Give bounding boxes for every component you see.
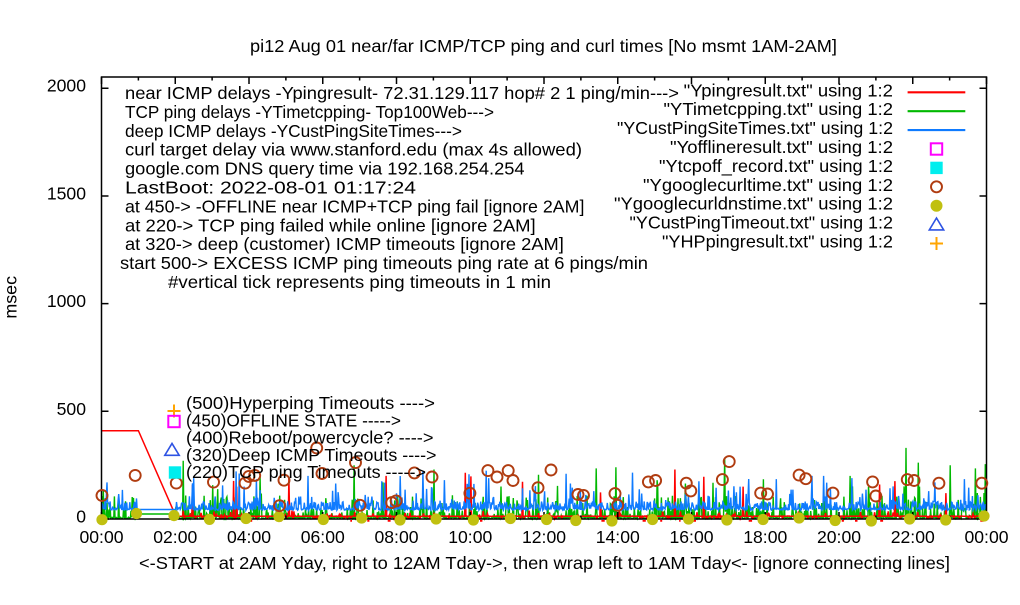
svg-text:google.com DNS query time via: google.com DNS query time via 192.168.25… <box>125 159 525 179</box>
svg-text:"Ytcpoff_record.txt" using 1:2: "Ytcpoff_record.txt" using 1:2 <box>659 156 893 177</box>
svg-text:2000: 2000 <box>47 76 86 96</box>
svg-text:16:00: 16:00 <box>669 527 713 547</box>
svg-text:"Ygooglecurltime.txt" using 1:: "Ygooglecurltime.txt" using 1:2 <box>643 175 893 195</box>
svg-text:LastBoot: 2022-08-01 01:17:24: LastBoot: 2022-08-01 01:17:24 <box>125 178 416 198</box>
svg-text:14:00: 14:00 <box>596 527 640 547</box>
svg-text:(450)OFFLINE STATE ----->: (450)OFFLINE STATE -----> <box>186 410 401 430</box>
svg-text:deep ICMP delays -YCustPingSit: deep ICMP delays -YCustPingSiteTimes---> <box>125 121 462 141</box>
svg-text:18:00: 18:00 <box>743 527 787 547</box>
svg-text:"Ypingresult.txt" using 1:2: "Ypingresult.txt" using 1:2 <box>684 80 893 100</box>
svg-text:"YHPpingresult.txt" using 1:2: "YHPpingresult.txt" using 1:2 <box>662 232 893 252</box>
svg-text:<-START at 2AM Yday, right to: <-START at 2AM Yday, right to 12AM Tday-… <box>139 553 950 573</box>
svg-text:1000: 1000 <box>47 291 86 311</box>
svg-text:00:00: 00:00 <box>79 527 123 547</box>
svg-text:06:00: 06:00 <box>301 527 345 547</box>
svg-text:msec: msec <box>1 276 21 319</box>
svg-text:#vertical tick represents ping: #vertical tick represents ping timeouts … <box>168 272 551 292</box>
svg-text:10:00: 10:00 <box>448 527 492 547</box>
svg-text:at 320-> deep (customer) ICMP: at 320-> deep (customer) ICMP timeouts [… <box>125 234 564 254</box>
svg-text:"YTimetcpping.txt" using 1:2: "YTimetcpping.txt" using 1:2 <box>664 99 894 119</box>
svg-text:(220)TCP ping Timeouts ----->: (220)TCP ping Timeouts -----> <box>186 462 426 482</box>
svg-text:500: 500 <box>57 399 87 419</box>
svg-text:0: 0 <box>76 507 86 527</box>
svg-text:"YCustPingTimeout.txt" using 1: "YCustPingTimeout.txt" using 1:2 <box>630 213 894 233</box>
svg-text:near ICMP delays -Ypingresult-: near ICMP delays -Ypingresult- 72.31.129… <box>125 83 679 103</box>
svg-text:04:00: 04:00 <box>227 527 271 547</box>
svg-text:at 220-> TCP ping failed while: at 220-> TCP ping failed while online [i… <box>125 215 536 235</box>
svg-text:"YCustPingSiteTimes.txt" using: "YCustPingSiteTimes.txt" using 1:2 <box>617 118 893 138</box>
svg-text:TCP ping delays -YTimetcpping-: TCP ping delays -YTimetcpping- Top100Web… <box>125 102 494 122</box>
svg-text:02:00: 02:00 <box>153 527 197 547</box>
svg-text:22:00: 22:00 <box>891 527 935 547</box>
svg-text:(500)Hyperping Timeouts ---->: (500)Hyperping Timeouts ----> <box>186 393 435 413</box>
svg-text:00:00: 00:00 <box>964 527 1008 547</box>
svg-text:pi12 Aug 01 near/far ICMP/TCP: pi12 Aug 01 near/far ICMP/TCP ping and c… <box>250 36 837 56</box>
svg-text:curl target delay via www.stan: curl target delay via www.stanford.edu (… <box>125 140 582 160</box>
svg-text:20:00: 20:00 <box>817 527 861 547</box>
svg-text:at 450-> -OFFLINE near ICMP+TC: at 450-> -OFFLINE near ICMP+TCP ping fai… <box>125 196 584 216</box>
svg-text:08:00: 08:00 <box>374 527 418 547</box>
svg-text:(320)Deep ICMP Timeouts ---->: (320)Deep ICMP Timeouts ----> <box>186 445 437 465</box>
svg-text:12:00: 12:00 <box>522 527 566 547</box>
svg-text:"Yofflineresult.txt" using 1:2: "Yofflineresult.txt" using 1:2 <box>670 137 893 157</box>
svg-text:start 500-> EXCESS ICMP ping t: start 500-> EXCESS ICMP ping timeouts pi… <box>120 253 648 273</box>
svg-text:(400)Reboot/powercycle? ---->: (400)Reboot/powercycle? ----> <box>186 428 434 448</box>
svg-text:1500: 1500 <box>47 184 86 204</box>
svg-text:"Ygooglecurldnstime.txt" using: "Ygooglecurldnstime.txt" using 1:2 <box>614 194 893 214</box>
